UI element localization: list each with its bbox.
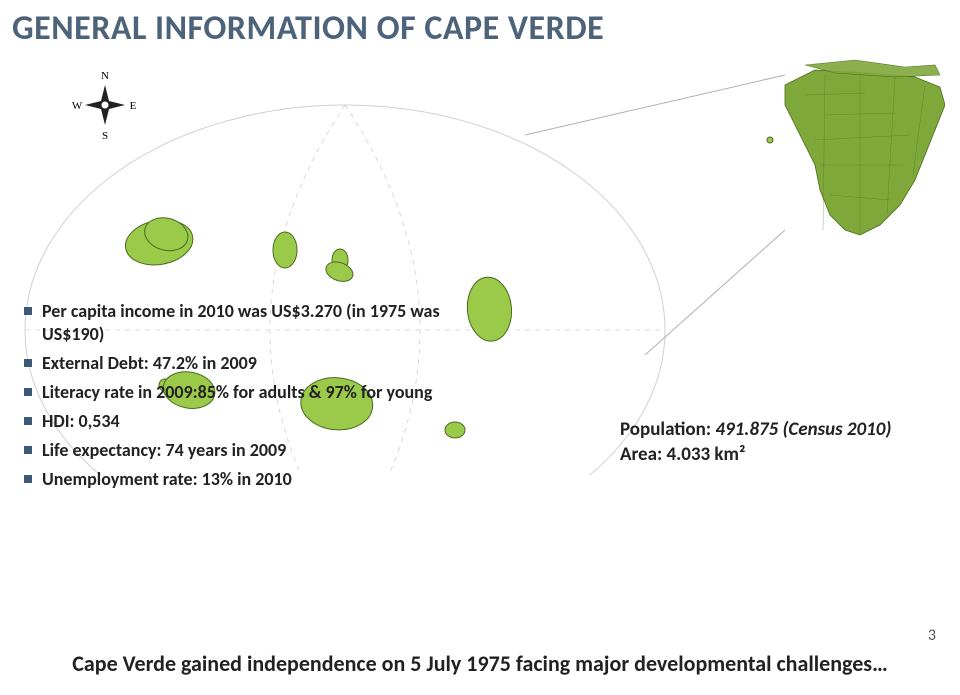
svg-text:W: W xyxy=(72,100,83,112)
svg-text:N: N xyxy=(101,70,109,82)
bullet-item: HDI: 0,534 xyxy=(20,410,450,433)
bullet-item: Unemployment rate: 13% in 2010 xyxy=(20,468,450,491)
svg-text:E: E xyxy=(130,100,137,112)
area-value: 4.033 km² xyxy=(667,443,746,466)
svg-text:S: S xyxy=(102,130,108,142)
area-label: Area: xyxy=(620,443,667,466)
population-area-block: Population: 491.875 (Census 2010) Area: … xyxy=(620,418,950,467)
bullet-item: Literacy rate in 2009:85% for adults & 9… xyxy=(20,381,450,404)
page-number: 3 xyxy=(928,626,936,645)
slide-title: GENERAL INFORMATION OF CAPE VERDE xyxy=(12,8,604,49)
footer-text: Cape Verde gained independence on 5 July… xyxy=(0,650,960,677)
bullet-list: Per capita income in 2010 was US$3.270 (… xyxy=(20,300,450,497)
population-value: 491.875 (Census 2010) xyxy=(715,418,891,441)
area-line: Area: 4.033 km² xyxy=(620,443,950,468)
population-line: Population: 491.875 (Census 2010) xyxy=(620,418,950,443)
bullet-item: Per capita income in 2010 was US$3.270 (… xyxy=(20,300,450,346)
bullet-item: Life expectancy: 74 years in 2009 xyxy=(20,439,450,462)
population-label: Population: xyxy=(620,418,715,441)
bullet-item: External Debt: 47.2% in 2009 xyxy=(20,352,450,375)
